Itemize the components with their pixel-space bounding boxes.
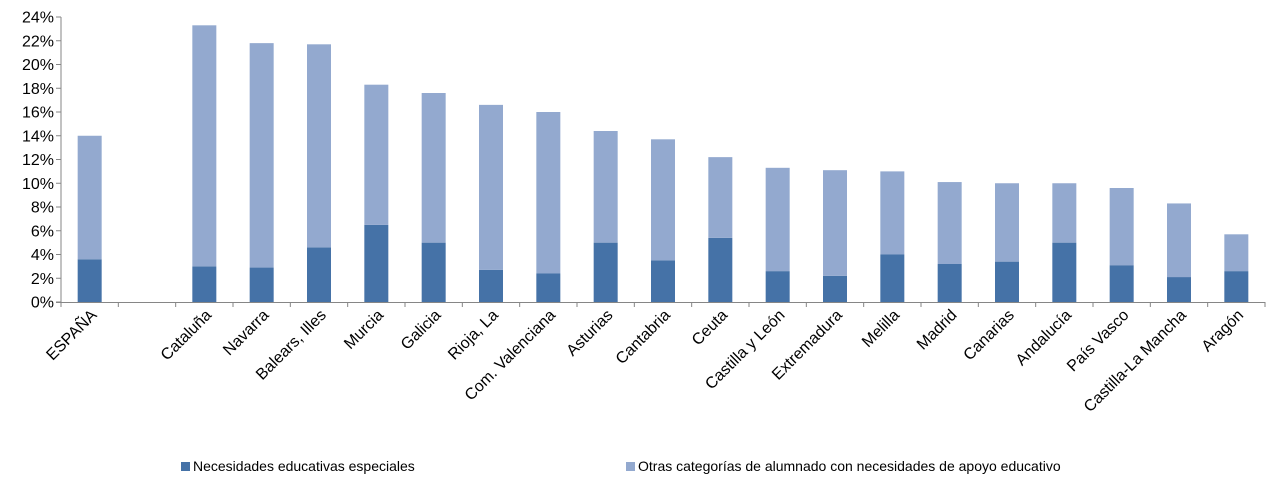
y-tick-label: 6% xyxy=(31,223,54,240)
bar-series-1-13 xyxy=(823,275,847,303)
x-category-label: Galicia xyxy=(398,307,445,354)
bar-series-1-3 xyxy=(249,267,274,302)
y-axis-ticks: 0% 2% 4% 6% 8% 10% 12% 14% 16% 18% 20% 22% 24% xyxy=(22,10,61,312)
x-category-label: Navarra xyxy=(220,307,272,359)
bar-series-1-15 xyxy=(937,264,962,302)
legend-swatch-series-2 xyxy=(626,461,635,471)
bar-series-2-5 xyxy=(364,84,389,225)
x-category-label: Asturias xyxy=(564,307,617,360)
bar-series-2-20 xyxy=(1224,234,1249,272)
bar-series-2-16 xyxy=(995,183,1019,262)
y-tick-label: 4% xyxy=(31,247,54,264)
bar-series-2-6 xyxy=(421,93,446,243)
y-tick-label: 20% xyxy=(22,57,54,74)
bars-group xyxy=(77,25,1249,303)
y-tick-label: 24% xyxy=(22,10,54,27)
bar-series-1-20 xyxy=(1224,271,1249,303)
bar-series-2-15 xyxy=(937,182,962,264)
legend-label-series-2: Otras categorías de alumnado con necesid… xyxy=(638,458,1061,474)
y-tick-label: 22% xyxy=(22,33,54,50)
y-tick-label: 18% xyxy=(22,81,54,98)
x-category-label: Melilla xyxy=(859,307,903,351)
bar-series-1-12 xyxy=(765,271,790,303)
bar-series-1-7 xyxy=(479,269,503,302)
bar-series-1-16 xyxy=(995,261,1019,303)
bar-series-1-14 xyxy=(880,254,905,302)
x-category-label: Cataluña xyxy=(158,307,215,364)
bar-series-1-10 xyxy=(651,260,675,302)
x-category-label: Canarias xyxy=(961,307,1018,364)
bar-series-1-4 xyxy=(307,247,331,303)
legend-item-series-1: Necesidades educativas especiales xyxy=(181,458,415,474)
y-tick-label: 8% xyxy=(31,200,54,217)
bar-series-1-18 xyxy=(1109,265,1134,302)
bar-series-2-10 xyxy=(651,139,675,261)
x-category-label: Ceuta xyxy=(689,307,731,349)
bar-series-1-9 xyxy=(593,242,618,303)
x-category-label: Castilla-La Mancha xyxy=(1081,307,1190,416)
bar-series-1-17 xyxy=(1052,242,1077,303)
y-tick-label: 12% xyxy=(22,152,54,169)
legend: Necesidades educativas especiales Otras … xyxy=(0,458,1275,478)
bar-series-2-19 xyxy=(1167,203,1191,278)
bar-series-2-18 xyxy=(1109,188,1134,266)
y-tick-label: 2% xyxy=(31,271,54,288)
bar-series-1-19 xyxy=(1167,277,1191,302)
bar-series-2-11 xyxy=(708,157,733,238)
bar-series-2-4 xyxy=(307,44,331,248)
bar-series-1-2 xyxy=(192,266,217,303)
bar-series-2-2 xyxy=(192,25,217,267)
bar-series-2-3 xyxy=(249,43,274,268)
bar-series-2-13 xyxy=(823,170,847,276)
x-category-label: Cantabria xyxy=(613,307,674,368)
bar-series-1-11 xyxy=(708,237,733,303)
bar-series-2-8 xyxy=(536,112,561,274)
bar-series-2-14 xyxy=(880,171,905,255)
legend-label-series-1: Necesidades educativas especiales xyxy=(193,458,415,474)
x-category-label: Murcia xyxy=(341,307,387,353)
x-category-label: Madrid xyxy=(914,307,961,354)
bar-series-1-8 xyxy=(536,273,561,302)
bar-series-2-0 xyxy=(77,135,102,260)
x-category-label: Andalucía xyxy=(1013,307,1075,369)
y-tick-label: 14% xyxy=(22,128,54,145)
x-category-label: Aragón xyxy=(1199,307,1248,356)
bar-series-1-0 xyxy=(77,259,102,302)
x-category-label: ESPAÑA xyxy=(41,304,100,363)
y-tick-label: 16% xyxy=(22,105,54,122)
bar-series-2-7 xyxy=(479,104,503,270)
bar-series-1-5 xyxy=(364,224,389,302)
y-tick-label: 0% xyxy=(31,295,54,312)
bar-series-2-17 xyxy=(1052,183,1077,243)
bar-series-2-9 xyxy=(593,131,618,243)
legend-swatch-series-1 xyxy=(181,461,190,471)
y-tick-label: 10% xyxy=(22,176,54,193)
legend-item-series-2: Otras categorías de alumnado con necesid… xyxy=(626,458,1061,474)
x-category-label: Rioja, La xyxy=(445,307,502,364)
bar-series-1-6 xyxy=(421,242,446,303)
bar-series-2-12 xyxy=(765,167,790,272)
